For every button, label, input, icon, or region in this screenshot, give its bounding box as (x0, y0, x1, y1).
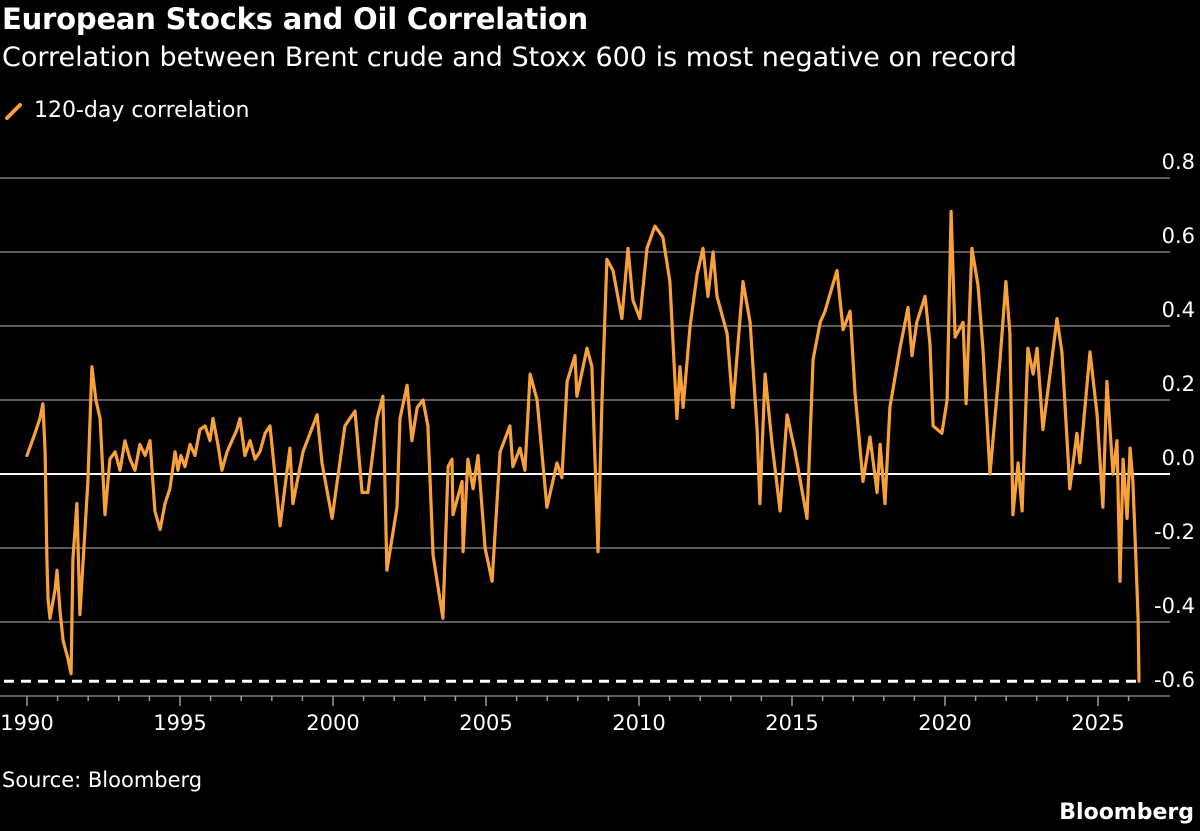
legend: 120-day correlation (4, 98, 249, 123)
x-tick-label: 2020 (918, 711, 971, 735)
x-tick-label: 2000 (306, 711, 359, 735)
chart-plot: 0.8 0.6 0.4 0.2 0.0 -0.2 -0.4 -0.6 1990 1995 2000 2… (0, 150, 1195, 735)
chart-subtitle: Correlation between Brent crude and Stox… (2, 42, 1017, 73)
x-tick-label: 1990 (0, 711, 53, 735)
y-tick-label: 0.6 (1162, 224, 1195, 248)
x-tick-label: 2005 (459, 711, 512, 735)
y-tick-label: -0.2 (1154, 520, 1195, 544)
chart-title: European Stocks and Oil Correlation (2, 2, 588, 36)
y-tick-label: 0.0 (1162, 446, 1195, 470)
series-line-120-day-correlation (25, 209, 1141, 683)
y-tick-label: -0.4 (1154, 594, 1195, 618)
legend-swatch-icon (5, 102, 22, 120)
x-tick-label: 1995 (153, 711, 206, 735)
y-tick-label: 0.8 (1162, 150, 1195, 174)
y-tick-label: -0.6 (1154, 668, 1195, 692)
y-tick-label: 0.2 (1162, 372, 1195, 396)
x-tick-label: 2015 (765, 711, 818, 735)
legend-label: 120-day correlation (34, 98, 250, 123)
y-tick-label: 0.4 (1162, 298, 1195, 322)
x-tick-label: 2025 (1071, 711, 1124, 735)
x-tick-label: 2010 (612, 711, 665, 735)
source-note: Source: Bloomberg (2, 768, 203, 792)
bloomberg-logo: Bloomberg (1059, 800, 1194, 825)
